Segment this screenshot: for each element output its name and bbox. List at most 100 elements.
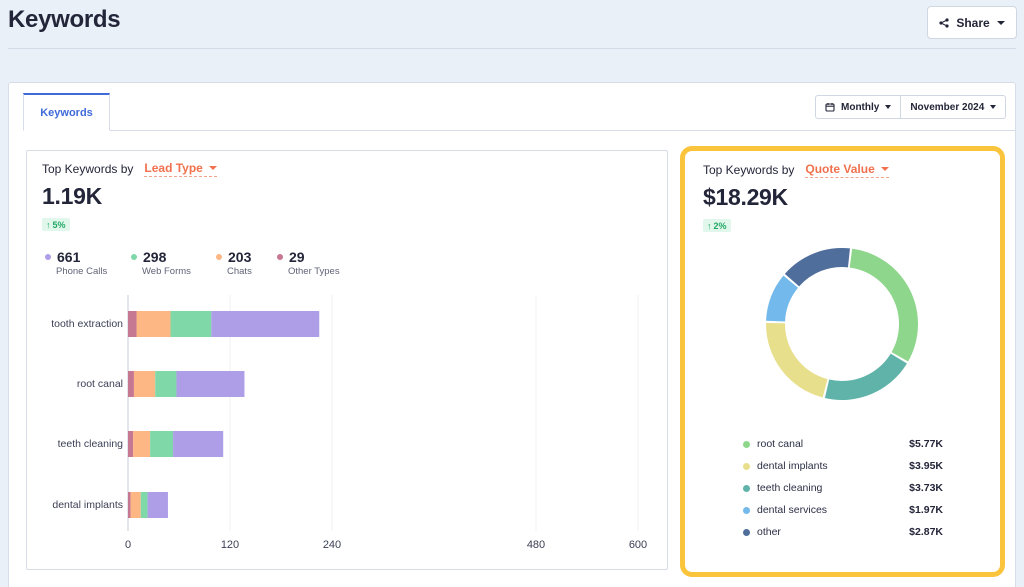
tab-keywords[interactable]: Keywords <box>23 93 110 131</box>
stat-label: Other Types <box>288 266 340 277</box>
quote-total: $18.29K <box>703 184 788 210</box>
share-label: Share <box>956 15 990 30</box>
legend-name: dental implants <box>757 460 828 472</box>
chevron-down-icon <box>880 167 889 171</box>
donut-slice <box>784 248 850 287</box>
lead-type-dropdown[interactable]: Lead Type <box>144 161 217 177</box>
legend-name: other <box>757 526 781 538</box>
chevron-down-icon <box>885 105 892 109</box>
month-dropdown[interactable]: November 2024 <box>900 96 1005 118</box>
lead-type-bar-chart: 0 120 240 480 600 tooth extraction root canal t… <box>51 295 647 551</box>
donut-slice <box>849 248 918 362</box>
lead-delta-value: 5% <box>52 219 66 230</box>
bar-segment <box>130 492 141 518</box>
x-tick-label: 120 <box>221 539 239 551</box>
bar-segment <box>211 311 320 337</box>
stat-value: 298 <box>143 249 167 265</box>
x-tick-label: 240 <box>323 539 341 551</box>
quote-card-header: Top Keywords by Quote Value <box>703 162 889 178</box>
stat-label: Chats <box>227 266 252 277</box>
bar-segment <box>133 371 156 397</box>
web-forms-dot <box>131 254 137 260</box>
share-icon <box>939 17 949 28</box>
share-button[interactable]: Share <box>927 6 1017 39</box>
granularity-label: Monthly <box>841 101 880 113</box>
bar-segment <box>128 371 134 397</box>
bar-segment <box>150 431 174 457</box>
quote-delta-value: 2% <box>713 220 727 231</box>
stat-label: Web Forms <box>142 266 191 277</box>
arrow-up-icon: ↑ <box>46 219 51 230</box>
legend-item: teeth cleaning $3.73K <box>743 477 943 499</box>
stat-value: 29 <box>289 249 305 265</box>
x-tick-label: 0 <box>125 539 131 551</box>
chevron-down-icon <box>208 166 217 170</box>
stat-other-types: 29 Other Types <box>277 249 340 277</box>
other-types-dot <box>277 254 283 260</box>
stat-phone-calls: 661 Phone Calls <box>45 249 107 277</box>
bar-segment <box>147 492 168 518</box>
bar-segment <box>170 311 212 337</box>
legend-name: teeth cleaning <box>757 482 823 494</box>
legend-item: dental services $1.97K <box>743 499 943 521</box>
granularity-dropdown[interactable]: Monthly <box>816 96 900 118</box>
page-title: Keywords <box>8 6 121 33</box>
legend-name: root canal <box>757 438 804 450</box>
month-label: November 2024 <box>910 101 985 113</box>
legend-dot <box>743 528 750 536</box>
legend-item: dental implants $3.95K <box>743 455 943 477</box>
bar-segment <box>136 311 171 337</box>
bar-segment <box>128 311 137 337</box>
x-tick-label: 600 <box>629 539 647 551</box>
legend-value: $3.95K <box>909 460 943 472</box>
bar-segment <box>128 492 131 518</box>
stat-label: Phone Calls <box>56 266 108 277</box>
x-tick-label: 480 <box>527 539 545 551</box>
legend-dot <box>743 440 750 448</box>
bar-segment <box>173 431 224 457</box>
lead-card-header: Top Keywords by Lead Type <box>42 161 217 177</box>
lead-delta-badge: ↑ 5% <box>42 218 70 231</box>
quote-value-card: Top Keywords by Quote Value $18.29K ↑ 2%… <box>680 146 1005 577</box>
quote-card-heading: Top Keywords by <box>703 163 795 177</box>
stat-value: 661 <box>57 249 81 265</box>
category-label: root canal <box>77 378 123 390</box>
legend-value: $2.87K <box>909 526 943 538</box>
quote-value-dropdown-label: Quote Value <box>805 162 875 176</box>
quote-legend: root canal $5.77K dental implants $3.95K t… <box>743 433 943 543</box>
legend-value: $3.73K <box>909 482 943 494</box>
legend-dot <box>743 484 750 492</box>
category-label: tooth extraction <box>51 318 123 330</box>
period-selector: Monthly November 2024 <box>815 95 1007 119</box>
legend-name: dental services <box>757 504 828 516</box>
quote-delta-badge: ↑ 2% <box>703 219 731 232</box>
stat-value: 203 <box>228 249 252 265</box>
legend-item: other $2.87K <box>743 521 943 543</box>
bar-segment <box>128 431 134 457</box>
bar-segment <box>155 371 177 397</box>
title-divider <box>8 48 1016 49</box>
lead-card-heading: Top Keywords by <box>42 162 134 176</box>
lead-type-dropdown-label: Lead Type <box>144 161 203 175</box>
legend-value: $5.77K <box>909 438 943 450</box>
quote-value-dropdown[interactable]: Quote Value <box>805 162 889 178</box>
donut-slice <box>766 323 828 398</box>
tab-bar-divider <box>23 130 1015 131</box>
donut-slice <box>766 275 799 322</box>
chats-dot <box>216 254 222 260</box>
donut-slice <box>824 353 907 400</box>
bar-segment <box>176 371 245 397</box>
arrow-up-icon: ↑ <box>707 220 712 231</box>
legend-value: $1.97K <box>909 504 943 516</box>
category-label: dental implants <box>52 499 123 511</box>
legend-item: root canal $5.77K <box>743 433 943 455</box>
lead-total: 1.19K <box>42 183 102 209</box>
category-label: teeth cleaning <box>58 438 124 450</box>
calendar-icon <box>825 103 835 112</box>
bar-segment <box>140 492 148 518</box>
stat-chats: 203 Chats <box>216 249 252 277</box>
bar-segment <box>133 431 151 457</box>
phone-calls-dot <box>45 254 51 260</box>
lead-type-card: Top Keywords by Lead Type 1.19K ↑ 5% 661… <box>26 150 668 570</box>
stat-web-forms: 298 Web Forms <box>131 249 191 277</box>
